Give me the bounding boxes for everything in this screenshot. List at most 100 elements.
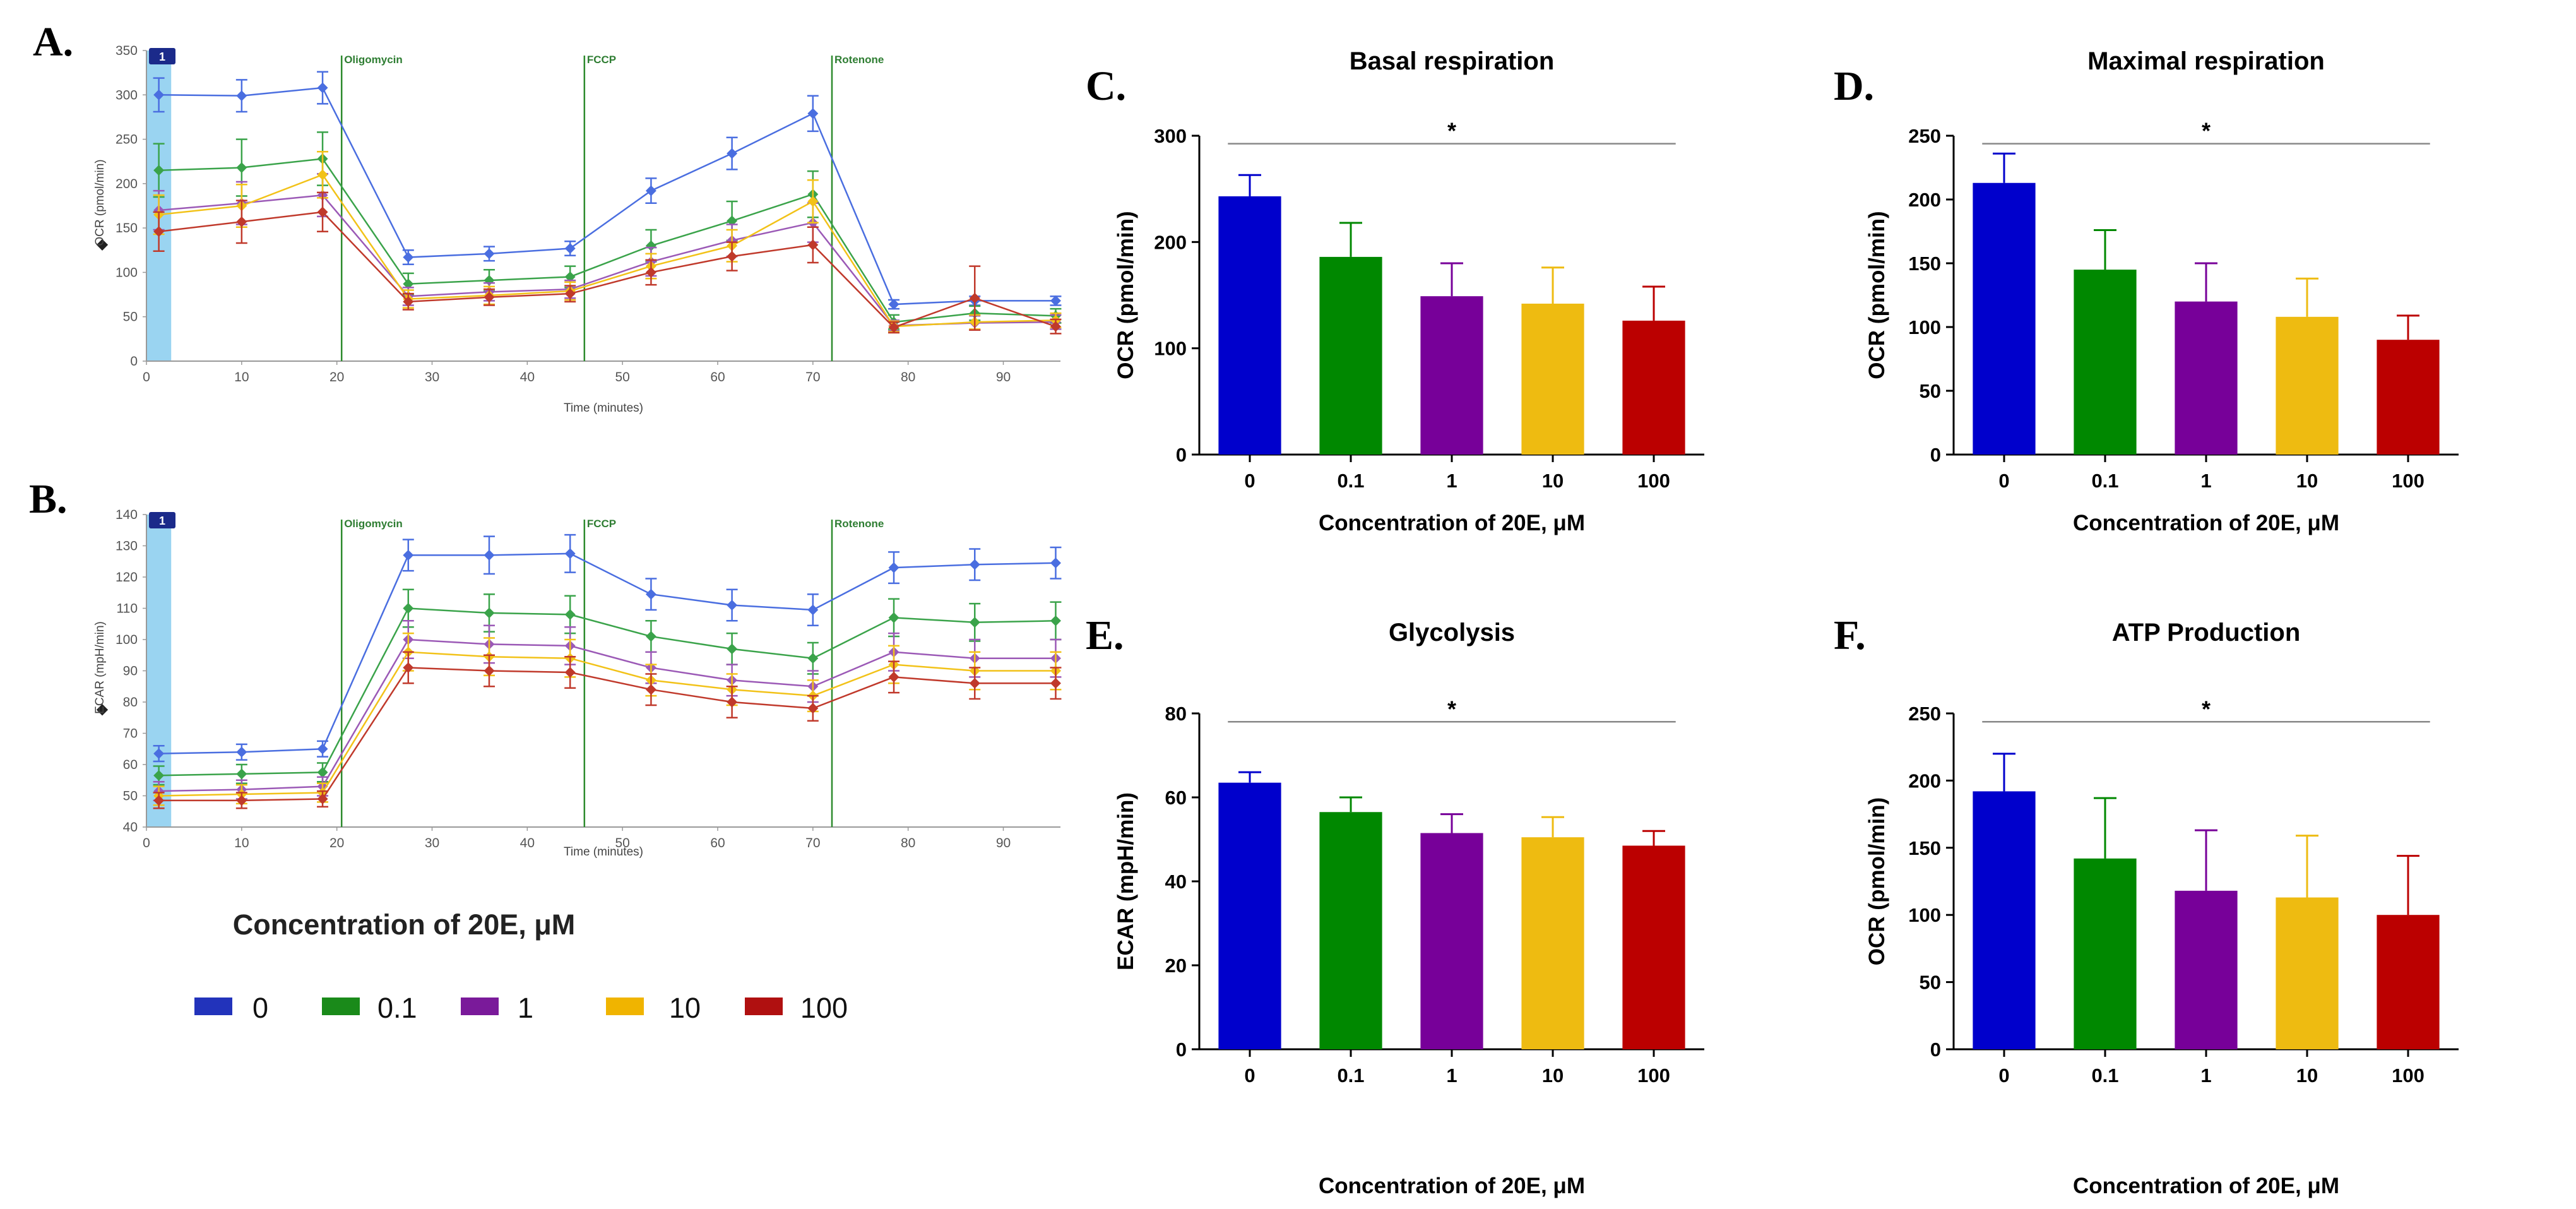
x-axis-label: Concentration of 20E, μM xyxy=(1319,511,1585,535)
y-tick-label: 150 xyxy=(1908,837,1941,859)
bar-1 xyxy=(2175,890,2238,1049)
bar-0 xyxy=(1218,782,1281,1049)
data-point xyxy=(1050,557,1061,569)
significance-star: * xyxy=(2202,696,2211,722)
y-tick-label: 300 xyxy=(1154,125,1187,147)
injection-label: FCCP xyxy=(587,54,616,66)
x-tick-label: 10 xyxy=(2296,470,2318,492)
y-tick-label: 80 xyxy=(123,695,138,710)
y-tick-label: 300 xyxy=(116,88,138,102)
data-point xyxy=(564,548,576,559)
bar-1 xyxy=(2175,301,2238,455)
y-tick-label: 150 xyxy=(1908,253,1941,275)
x-tick-label: 0 xyxy=(143,836,150,850)
bar-100 xyxy=(1622,320,1685,455)
data-point xyxy=(807,703,819,714)
legend-swatch-1 xyxy=(461,998,499,1015)
bar-0 xyxy=(1973,182,2036,455)
y-tick-label: 100 xyxy=(1908,316,1941,338)
series-line xyxy=(158,158,1056,323)
bar-0.1 xyxy=(2074,270,2137,455)
x-tick-label: 100 xyxy=(2392,1064,2425,1087)
legend-label-100: 100 xyxy=(800,992,848,1024)
x-tick-label: 10 xyxy=(234,370,249,384)
data-point xyxy=(236,216,247,227)
legend-label-0: 0 xyxy=(252,992,268,1024)
x-tick-label: 0.1 xyxy=(2091,470,2118,492)
bar-chart-F: F. ATP Production 0 50 100 150 200 250 0 0.1 1 10 10… xyxy=(1834,612,2459,1198)
data-point xyxy=(403,662,414,674)
bar-10 xyxy=(1521,303,1584,455)
x-tick-label: 0 xyxy=(1998,470,2009,492)
y-axis-marker-icon: ◆ xyxy=(97,700,109,718)
period-badge: 1 xyxy=(149,48,175,64)
x-tick-label: 90 xyxy=(996,836,1011,850)
y-tick-label: 100 xyxy=(116,265,138,280)
x-tick-label: 70 xyxy=(805,836,820,850)
x-tick-label: 60 xyxy=(710,836,725,850)
y-tick-label: 100 xyxy=(116,633,138,647)
y-tick-label: 60 xyxy=(1165,787,1187,809)
y-axis-label: ECAR (mpH/min) xyxy=(1113,792,1138,970)
data-point xyxy=(564,667,576,678)
y-tick-label: 0 xyxy=(1930,444,1941,466)
y-tick-label: 0 xyxy=(1176,1039,1187,1061)
legend-label-10: 10 xyxy=(669,992,701,1024)
injection-label: FCCP xyxy=(587,518,616,530)
data-point xyxy=(564,609,576,620)
period-badge-label: 1 xyxy=(159,51,165,63)
data-point xyxy=(727,643,738,655)
panel-letter-B: B. xyxy=(29,476,68,522)
y-tick-label: 100 xyxy=(1908,904,1941,926)
y-tick-label: 50 xyxy=(123,310,138,325)
x-axis-label: Concentration of 20E, μM xyxy=(1319,1174,1585,1198)
y-axis-label: OCR (pmol/min) xyxy=(1113,211,1138,379)
bar-0 xyxy=(1973,791,2036,1049)
data-point xyxy=(969,559,980,570)
data-point xyxy=(969,617,980,628)
x-axis-label: Time (minutes) xyxy=(564,402,643,415)
x-tick-label: 60 xyxy=(710,370,725,384)
series-line xyxy=(158,211,1056,329)
bar-chart-E: E. Glycolysis 0 20 40 60 80 0 0.1 1 10 100 * Concentr… xyxy=(1086,612,1704,1198)
x-tick-label: 1 xyxy=(1446,1064,1457,1087)
bar-chart-D: D. Maximal respiration 0 50 100 150 200 250 0 0.1… xyxy=(1834,47,2459,535)
x-tick-label: 20 xyxy=(329,836,344,850)
data-point xyxy=(484,549,495,561)
y-tick-label: 50 xyxy=(1920,972,1941,994)
x-tick-label: 1 xyxy=(2200,1064,2211,1087)
bar-1 xyxy=(1420,296,1483,455)
x-tick-label: 100 xyxy=(1637,1064,1670,1087)
data-point xyxy=(564,242,576,254)
data-point xyxy=(1050,615,1061,626)
x-tick-label: 80 xyxy=(901,836,915,850)
y-axis-label: OCR (pmol/min) xyxy=(93,159,107,246)
x-tick-label: 100 xyxy=(1637,470,1670,492)
y-tick-label: 200 xyxy=(1908,189,1941,211)
bar-0 xyxy=(1218,196,1281,455)
period-badge-box xyxy=(149,48,175,64)
y-tick-label: 20 xyxy=(1165,955,1187,977)
x-tick-label: 30 xyxy=(425,370,439,384)
line-legend: Concentration of 20E, μM 0 0.1 1 10 100 xyxy=(194,908,848,1024)
x-tick-label: 0 xyxy=(1244,470,1255,492)
legend-swatch-0 xyxy=(194,998,232,1015)
data-point xyxy=(403,549,414,561)
x-tick-label: 0 xyxy=(1244,1064,1255,1087)
data-point xyxy=(484,665,495,676)
series-100 xyxy=(153,191,1062,335)
data-point xyxy=(403,278,414,290)
y-tick-label: 130 xyxy=(116,539,138,554)
bar-chart-C: C. Basal respiration 0 100 200 300 0 0.1 1 10 100 *… xyxy=(1086,47,1704,535)
data-point xyxy=(727,696,738,708)
x-tick-label: 50 xyxy=(615,370,629,384)
x-axis-label: Time (minutes) xyxy=(564,845,643,859)
data-point xyxy=(564,288,576,299)
panel-letter-D: D. xyxy=(1834,63,1874,109)
data-point xyxy=(969,677,980,689)
x-tick-label: 90 xyxy=(996,370,1011,384)
data-point xyxy=(153,89,165,100)
data-point xyxy=(645,684,656,695)
